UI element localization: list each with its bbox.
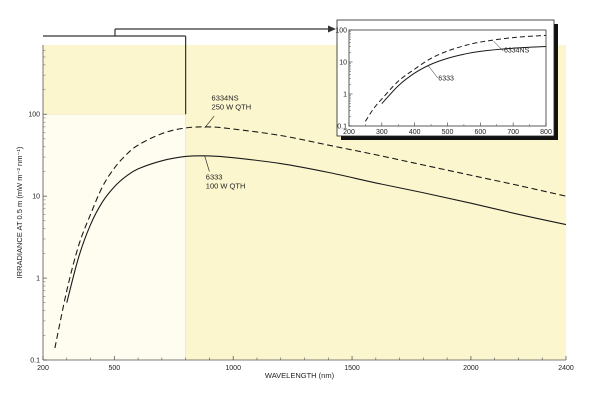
y-tick-label: 10 — [32, 194, 40, 201]
series-6333-line — [66, 155, 567, 303]
y-tick-label: 1 — [36, 276, 40, 283]
inset-axes: 0.1 1 10 100 200 300 400 500 600 700 800 — [335, 28, 552, 137]
inset-background — [336, 19, 555, 137]
inset-x-tick-label: 500 — [442, 129, 454, 136]
inset-y-tick-label: 1 — [343, 92, 347, 99]
inset-x-tick-label: 400 — [409, 129, 421, 136]
main-series-group — [54, 126, 567, 349]
inset-x-tick-label: 600 — [474, 129, 486, 136]
inset-annotation-6333-text: 6333 — [438, 76, 454, 83]
annotation-6334ns-text: 6334NS — [212, 93, 239, 102]
inset-annotation-6334ns-text: 6334NS — [504, 47, 530, 54]
x-tick-label: 200 — [37, 365, 49, 372]
y-tick-label: 0.1 — [30, 358, 40, 365]
y-tick-label: 100 — [28, 112, 40, 119]
x-tick-label: 1500 — [344, 365, 360, 372]
inset-series-6334ns-line — [364, 34, 547, 122]
inset-annotations: 6334NS 6333 — [427, 40, 530, 83]
inset-y-tick-label: 0.1 — [337, 124, 347, 131]
annotation-6333-text: 100 W QTH — [206, 181, 246, 190]
inset-x-tick-label: 700 — [507, 129, 519, 136]
annotation-leader — [204, 115, 215, 129]
x-tick-label: 2000 — [463, 365, 479, 372]
y-axis-title: IRRADIANCE AT 0.5 m (mW m⁻² nm⁻¹) — [15, 146, 24, 278]
inset-y-tick-label: 100 — [335, 28, 347, 35]
inset-series-group — [364, 34, 547, 122]
inset-x-tick-label: 300 — [376, 129, 388, 136]
annotation-6333-text: 6333 — [206, 172, 223, 181]
inset-annotation-leader — [493, 40, 504, 52]
zoom-region-highlight — [42, 113, 186, 361]
x-axis-title: WAVELENGTH (nm) — [265, 371, 335, 380]
x-tick-label: 500 — [108, 365, 120, 372]
inset-x-tick-label: 800 — [540, 129, 552, 136]
x-tick-label: 2400 — [558, 365, 574, 372]
zoom-connector-arrow — [43, 25, 336, 115]
annotation-leader — [204, 155, 210, 172]
inset-x-tick-label: 200 — [343, 129, 355, 136]
inset-y-tick-label: 10 — [339, 60, 347, 67]
x-tick-label: 1000 — [225, 365, 241, 372]
annotation-6334ns-text: 250 W QTH — [212, 102, 252, 111]
series-6334ns-line — [54, 126, 567, 349]
inset-series-6333-line — [381, 46, 547, 104]
inset-annotation-leader — [427, 64, 438, 78]
connector-arrowhead — [328, 25, 336, 33]
